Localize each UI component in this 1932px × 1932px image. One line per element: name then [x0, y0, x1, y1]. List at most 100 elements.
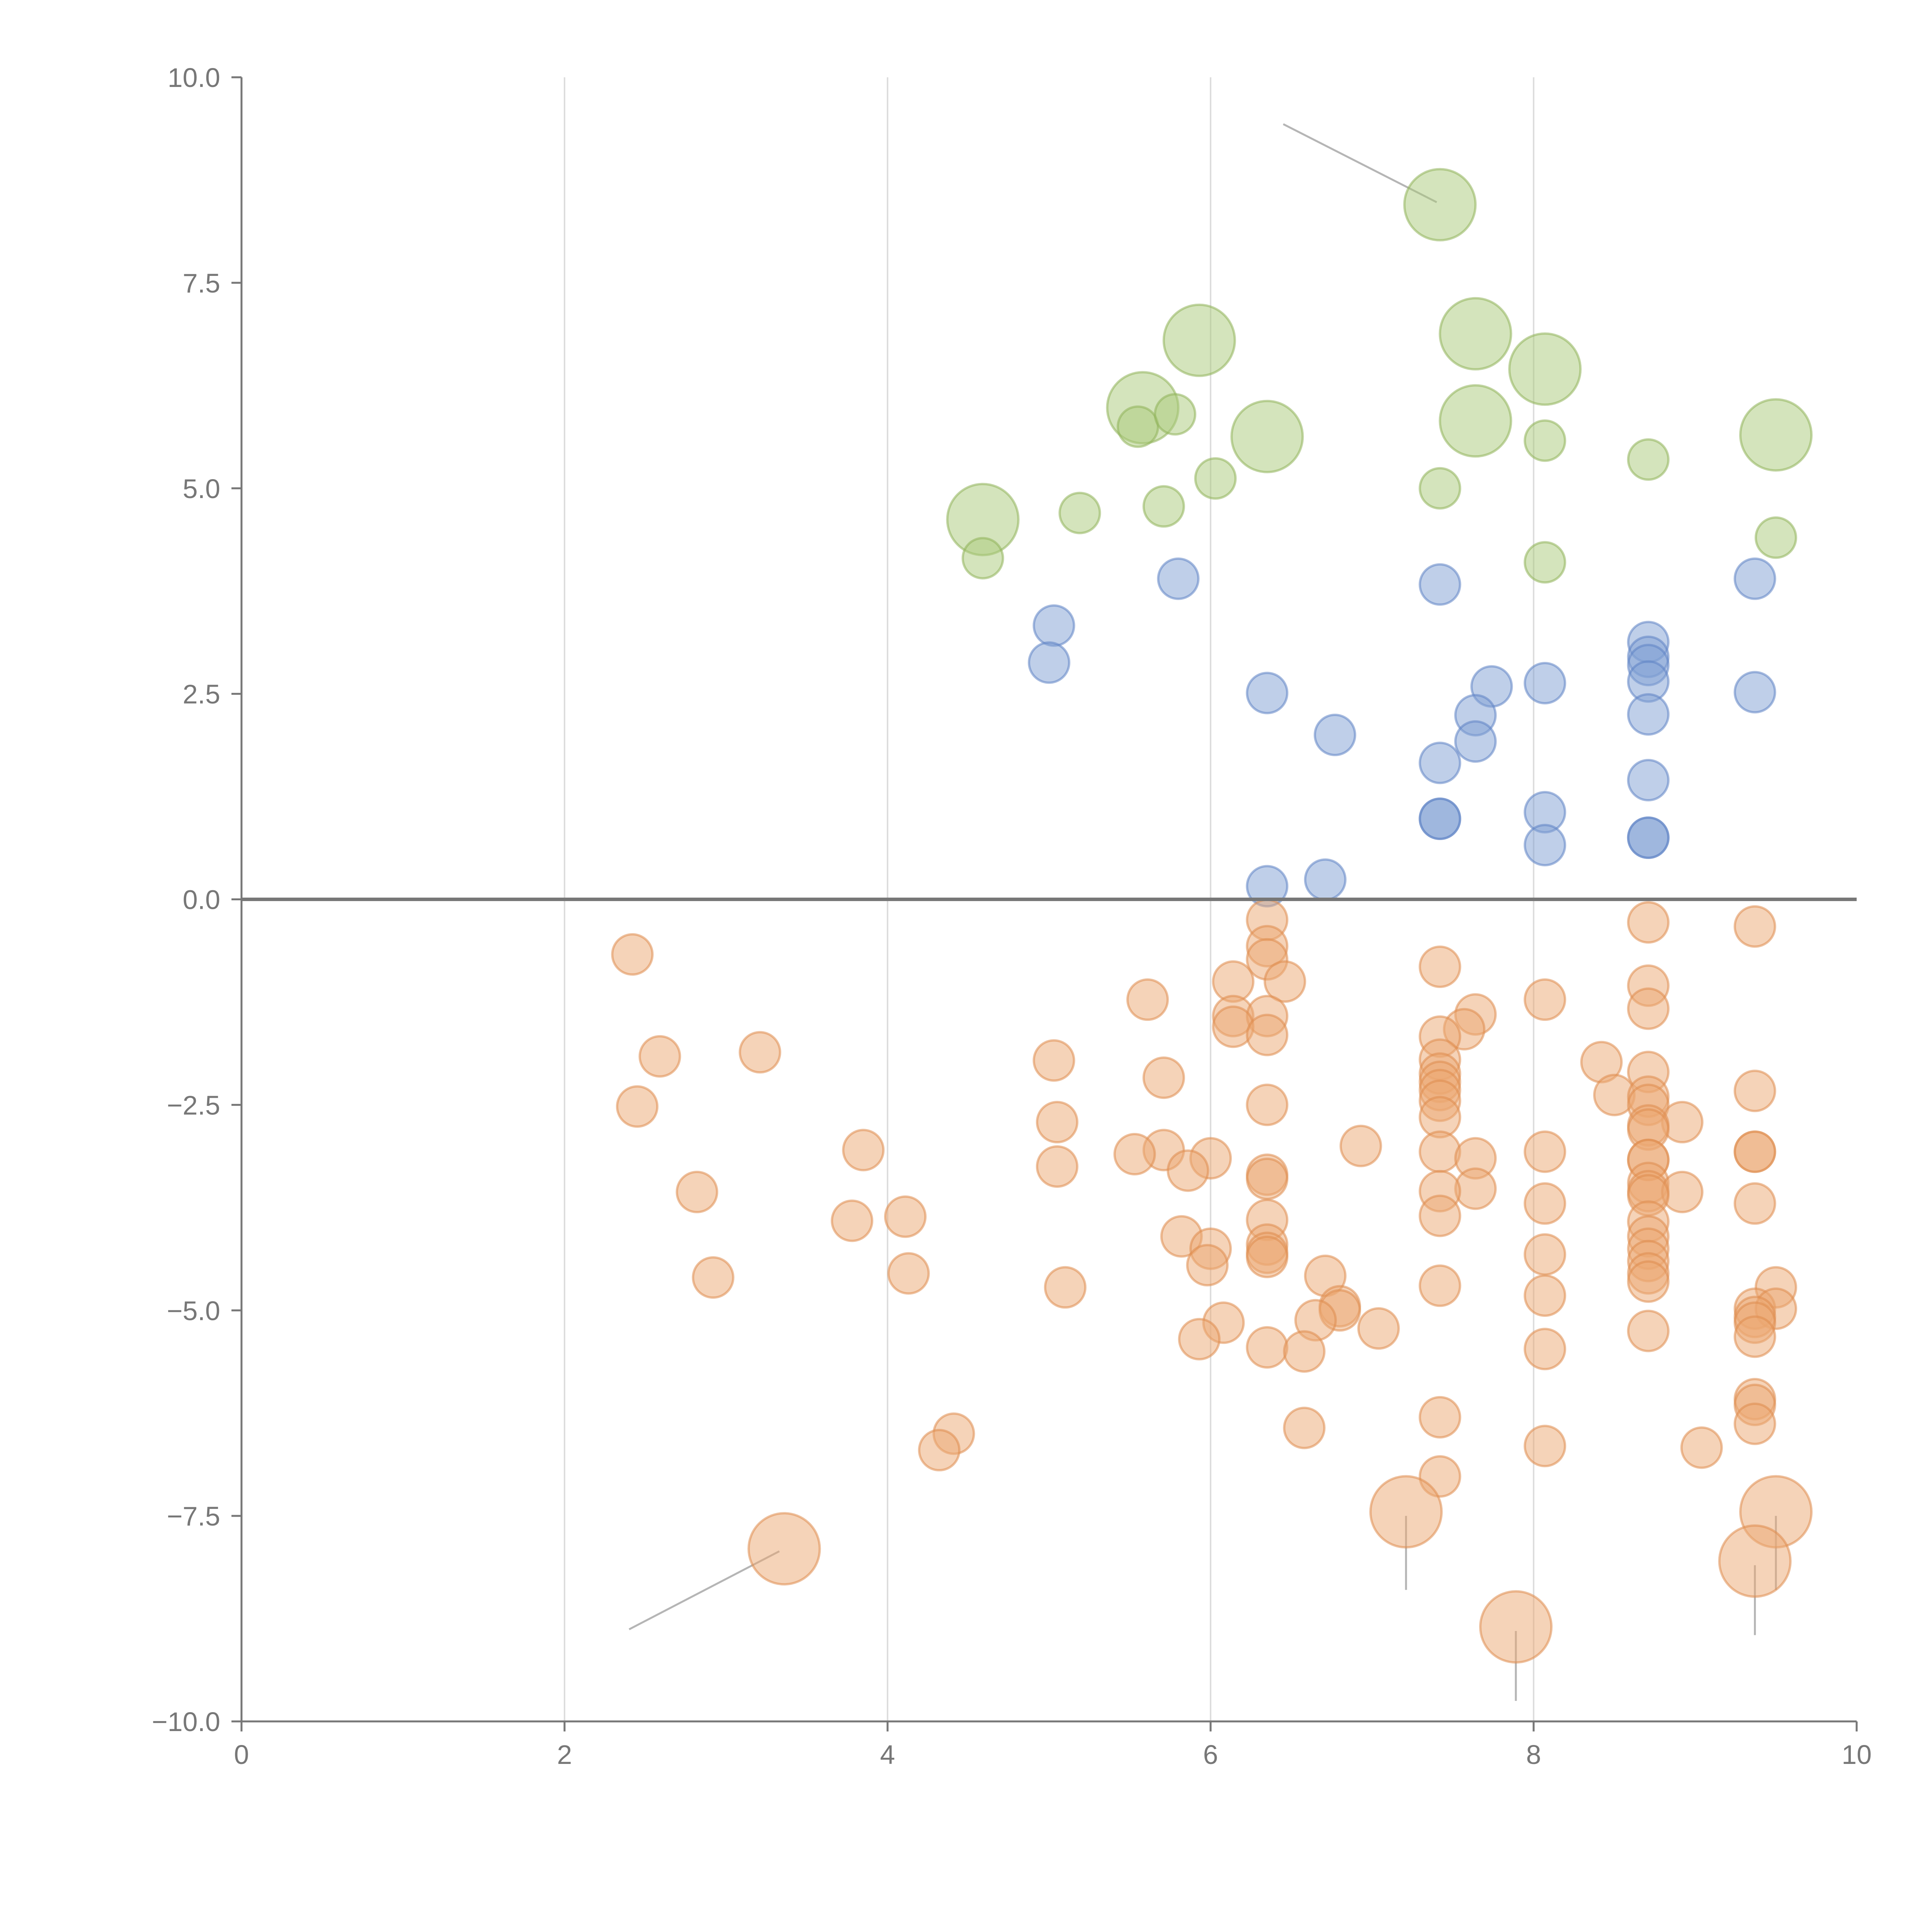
low-point: [1167, 1149, 1209, 1192]
low-point: [616, 1085, 659, 1128]
low-point: [842, 1129, 885, 1172]
low-point: [1627, 987, 1670, 1030]
low-point: [1246, 1014, 1289, 1056]
low-point: [1339, 1124, 1382, 1167]
low-point: [1264, 960, 1306, 1003]
high-point: [1154, 393, 1197, 436]
low-point: [692, 1256, 735, 1299]
y-tick-label: −10.0: [152, 1707, 220, 1737]
low-point: [918, 1429, 961, 1471]
high-point: [1194, 457, 1237, 500]
mid-point: [1028, 641, 1070, 684]
mid-point: [1524, 824, 1566, 867]
x-tick-label: 0: [234, 1740, 249, 1770]
high-point: [1058, 492, 1101, 534]
y-tick-label: −5.0: [167, 1296, 220, 1326]
low-point: [1283, 1330, 1326, 1373]
low-point: [1246, 1235, 1289, 1278]
high-point: [961, 537, 1004, 580]
high-point: [1508, 332, 1582, 406]
x-tick-label: 6: [1203, 1740, 1218, 1770]
low-point: [1627, 1310, 1670, 1352]
y-tick-label: −7.5: [167, 1501, 220, 1531]
high-point: [1230, 400, 1304, 473]
low-point: [738, 1031, 781, 1074]
low-point: [1036, 1145, 1078, 1188]
low-point: [1369, 1475, 1443, 1549]
x-tick-label: 8: [1526, 1740, 1541, 1770]
low-point: [747, 1512, 821, 1586]
high-point: [1162, 303, 1236, 377]
low-point: [611, 933, 654, 976]
high-point: [1524, 541, 1566, 584]
low-point: [1524, 978, 1566, 1021]
mid-point: [1454, 720, 1497, 763]
low-point: [1524, 1274, 1566, 1317]
low-point: [1032, 1039, 1075, 1082]
low-point: [1733, 1402, 1776, 1445]
data-points: [611, 168, 1813, 1664]
mid-point: [1418, 563, 1461, 606]
mid-point: [1304, 858, 1347, 901]
low-point: [1680, 1426, 1723, 1469]
low-point: [1524, 1328, 1566, 1371]
low-point: [884, 1195, 927, 1238]
low-point: [1357, 1307, 1400, 1350]
high-point: [1142, 485, 1185, 528]
high-point: [1739, 398, 1813, 472]
low-point: [1454, 1167, 1497, 1210]
y-tick-label: 7.5: [183, 268, 220, 298]
low-point: [1524, 1425, 1566, 1468]
x-tick-label: 2: [557, 1740, 572, 1770]
low-point: [1418, 1396, 1461, 1439]
low-point: [675, 1170, 718, 1213]
high-point: [1524, 419, 1566, 462]
mid-point: [1032, 604, 1075, 647]
low-point: [1733, 1315, 1776, 1358]
low-point: [1479, 1590, 1553, 1664]
low-point: [1627, 1260, 1670, 1303]
low-point: [1524, 1130, 1566, 1173]
low-point: [1142, 1056, 1185, 1099]
high-point: [1116, 405, 1159, 448]
low-point: [1126, 978, 1169, 1021]
mid-point: [1627, 816, 1670, 859]
low-point: [1246, 1083, 1289, 1126]
y-tick-label: −2.5: [167, 1090, 220, 1120]
mid-point: [1733, 557, 1776, 600]
high-point: [1418, 467, 1461, 510]
low-point: [638, 1035, 681, 1078]
high-point: [1439, 384, 1512, 458]
mid-point: [1627, 693, 1670, 736]
y-tick-label: 2.5: [183, 679, 220, 709]
y-tick-label: 5.0: [183, 474, 220, 504]
low-point: [1036, 1101, 1078, 1144]
x-tick-label: 4: [880, 1740, 895, 1770]
x-tick-label: 10: [1842, 1740, 1872, 1770]
low-point: [1178, 1318, 1221, 1361]
low-point: [1524, 1182, 1566, 1225]
low-point: [1246, 1157, 1289, 1200]
y-tick-label: 0.0: [183, 885, 220, 915]
mid-point: [1418, 798, 1461, 840]
mid-point: [1418, 742, 1461, 784]
low-point: [1186, 1244, 1229, 1287]
mid-point: [1313, 714, 1356, 756]
low-point: [1283, 1406, 1326, 1449]
high-point: [1627, 438, 1670, 481]
high-point: [1755, 516, 1797, 559]
low-point: [1733, 1130, 1776, 1173]
low-point: [1524, 1233, 1566, 1276]
y-tick-label: 10.0: [168, 63, 220, 93]
mid-point: [1157, 557, 1200, 600]
low-point: [1418, 1264, 1461, 1307]
low-point: [1733, 1182, 1776, 1225]
low-point: [1113, 1133, 1156, 1176]
low-point: [831, 1199, 874, 1242]
low-point: [887, 1252, 930, 1295]
high-point: [1403, 168, 1477, 242]
low-point: [1418, 945, 1461, 988]
low-point: [1418, 1194, 1461, 1237]
mid-point: [1733, 671, 1776, 714]
